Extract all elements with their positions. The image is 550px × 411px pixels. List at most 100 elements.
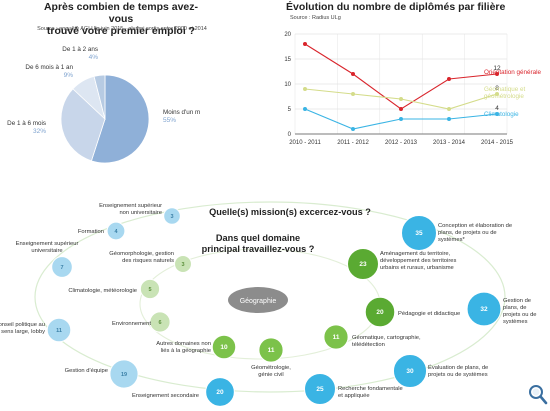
domain-label: développement des territoires	[380, 258, 456, 264]
mission-label: Formation	[78, 229, 104, 235]
mission-label: Gestion de	[503, 298, 531, 304]
mission-label: universitaire	[31, 248, 62, 254]
pie-slice-label: Moins d'un mois	[163, 109, 200, 116]
bubble-infographic: Géographie Quelle(s) mission(s) excercez-…	[0, 201, 537, 407]
domain-label: Géométrologie,	[251, 365, 291, 371]
series-point	[495, 92, 499, 96]
mission-label: Conception et élaboration de	[438, 223, 512, 229]
mission-label: Enseignement secondaire	[132, 393, 199, 399]
series-point	[399, 107, 403, 111]
series-point	[447, 77, 451, 81]
domain-value: 3	[181, 262, 184, 268]
x-tick-label: 2012 - 2013	[385, 140, 418, 146]
mission-label: non universitaire	[119, 210, 162, 216]
series-legend-label: géométrologie	[484, 93, 524, 100]
outer-ring	[34, 201, 506, 393]
pie-slice-value: 55%	[163, 117, 176, 124]
y-tick-label: 10	[284, 82, 291, 88]
domain-value: 11	[268, 347, 275, 354]
domain-label: des risques naturels	[122, 258, 174, 264]
series-point	[351, 92, 355, 96]
domain-bubble	[323, 324, 349, 350]
pie-slice-label: De 1 à 2 ans	[62, 46, 98, 53]
series-point	[447, 107, 451, 111]
domain-label: télédétection	[352, 342, 385, 348]
mission-value: 11	[56, 328, 62, 334]
end-value-label: 12	[493, 65, 501, 72]
domain-label: Climatologie, météorologie	[68, 288, 137, 294]
question-domain-line2: principal travaillez-vous ?	[202, 244, 315, 254]
series-point	[303, 87, 307, 91]
series-point	[399, 97, 403, 101]
mission-label: projets ou de systèmes	[428, 372, 488, 378]
x-tick-label: 2014 - 2015	[481, 140, 514, 146]
series-legend-label: Géomatique et	[484, 86, 526, 93]
mission-value: 25	[316, 386, 324, 393]
pie-slice-value: 32%	[33, 128, 46, 135]
x-tick-label: 2013 - 2014	[433, 140, 466, 146]
series-point	[303, 42, 307, 46]
pie-slice	[90, 74, 150, 164]
series-point	[303, 107, 307, 111]
domain-label: Environnement	[112, 321, 151, 327]
domain-bubble	[364, 296, 396, 328]
mission-label: plans, de projets ou de	[438, 230, 497, 236]
mission-label: systèmes*	[438, 237, 465, 243]
pie-slice-label: De 1 à 6 mois	[7, 120, 46, 127]
y-tick-label: 20	[284, 32, 291, 38]
domain-bubble	[258, 337, 284, 363]
domain-bubble	[211, 334, 237, 360]
pie-title: Après combien de temps avez-vous trouvé …	[36, 1, 206, 37]
pie-source: Source : enquête AGLUlg juin 2015 - alum…	[37, 26, 207, 32]
center-label: Géographie	[240, 298, 277, 305]
mission-value: 7	[60, 265, 63, 271]
pie-slice-value: 4%	[89, 54, 99, 61]
mission-bubble	[51, 256, 73, 278]
mission-bubble	[205, 377, 235, 407]
pie-slice	[93, 74, 106, 120]
domain-value: 20	[376, 309, 384, 316]
domain-label: génie civil	[258, 372, 283, 378]
y-tick-label: 5	[288, 107, 292, 113]
end-value-label: 8	[495, 85, 499, 92]
domain-bubble	[174, 255, 192, 273]
end-value-label: 4	[495, 105, 499, 112]
pie-slice	[60, 88, 106, 162]
mission-bubble	[109, 359, 139, 389]
mission-label: sens large, lobby	[1, 329, 45, 335]
mission-label: systèmes	[503, 319, 528, 325]
mission-value: 20	[216, 389, 224, 396]
domain-value: 10	[220, 344, 228, 351]
series-point	[447, 117, 451, 121]
mission-label: Recherche fondamentale	[338, 386, 403, 392]
mission-bubble	[466, 291, 502, 327]
mission-value: 35	[415, 230, 423, 237]
line-title: Évolution du nombre de diplômés par fili…	[286, 1, 506, 13]
mission-value: 19	[121, 372, 127, 378]
x-tick-label: 2011 - 2012	[337, 140, 369, 146]
series-point	[495, 112, 499, 116]
domain-label: Autres domaines non	[156, 341, 211, 347]
mission-label: Gestion d'équipe	[65, 368, 108, 374]
line-source: Source : Radius ULg	[290, 15, 341, 21]
domain-label: Pédagogie et didactique	[398, 311, 460, 317]
mission-label: Évaluation de plans, de	[428, 364, 488, 371]
mission-label: projets ou de	[503, 312, 537, 318]
mission-label: et appliquée	[338, 393, 370, 399]
mission-label: Enseignement supérieur	[99, 203, 162, 209]
pie-slice-value: 9%	[64, 72, 74, 79]
mission-bubble	[106, 221, 126, 241]
mission-value: 32	[480, 306, 488, 313]
domain-label: liés à la géographie	[161, 348, 211, 354]
center-bubble	[228, 287, 288, 313]
y-tick-label: 0	[288, 132, 292, 138]
domain-value: 11	[333, 334, 340, 341]
zoom-icon[interactable]	[528, 384, 548, 406]
mission-bubble	[392, 353, 428, 389]
mission-label: Enseignement supérieur	[16, 241, 79, 247]
domain-label: urbains et ruraux, urbanisme	[380, 265, 454, 271]
mission-bubble	[401, 215, 437, 251]
line-chart: 0 5 10 15 20 2010 - 2011 2011 - 2012 2012 - 201…	[284, 32, 541, 146]
y-tick-label: 15	[284, 57, 291, 63]
